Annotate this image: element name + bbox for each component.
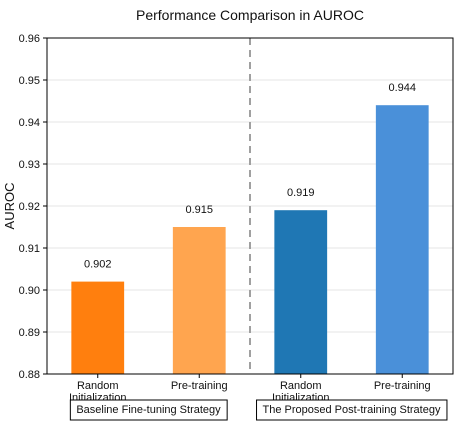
x-tick-label-line: Random [280, 380, 322, 392]
bars [71, 105, 429, 374]
group-labels: Baseline Fine-tuning Strategy The Propose… [69, 399, 448, 421]
y-tick-label: 0.95 [19, 75, 40, 87]
x-tick-label-line: Random [77, 380, 119, 392]
data-label: 0.915 [185, 204, 213, 216]
group-label: Baseline Fine-tuning Strategy [76, 404, 221, 416]
y-tick-label: 0.92 [19, 201, 40, 213]
x-tick-label-line: Pre-training [171, 380, 228, 392]
bar [375, 105, 429, 374]
y-tick-label: 0.94 [19, 117, 40, 129]
data-label: 0.919 [287, 187, 315, 199]
y-tick-label: 0.91 [19, 243, 40, 255]
x-tick-label-line: Pre-training [374, 380, 431, 392]
y-tick-label: 0.89 [19, 327, 40, 339]
x-tick-label: Pre-training [374, 380, 431, 392]
data-labels: 0.902 0.915 0.919 0.944 [84, 82, 416, 270]
group-label-box [256, 399, 448, 421]
bar [274, 210, 328, 374]
y-axis-ticks: 0.88 0.89 0.90 0.91 0.92 0.93 0.94 0.95 0.96 [19, 33, 47, 381]
group-label: The Proposed Post-training Strategy [263, 404, 441, 416]
group-label-box [69, 399, 228, 421]
data-label: 0.944 [388, 82, 416, 94]
bar [71, 281, 125, 374]
chart-title: Performance Comparison in AUROC [136, 7, 364, 23]
y-tick-label: 0.93 [19, 159, 40, 171]
y-tick-label: 0.96 [19, 33, 40, 45]
x-tick-label: Pre-training [171, 380, 228, 392]
bar [172, 227, 226, 374]
y-tick-label: 0.90 [19, 285, 40, 297]
y-axis-label: AUROC [2, 183, 17, 230]
data-label: 0.902 [84, 259, 112, 271]
y-tick-label: 0.88 [19, 369, 40, 381]
